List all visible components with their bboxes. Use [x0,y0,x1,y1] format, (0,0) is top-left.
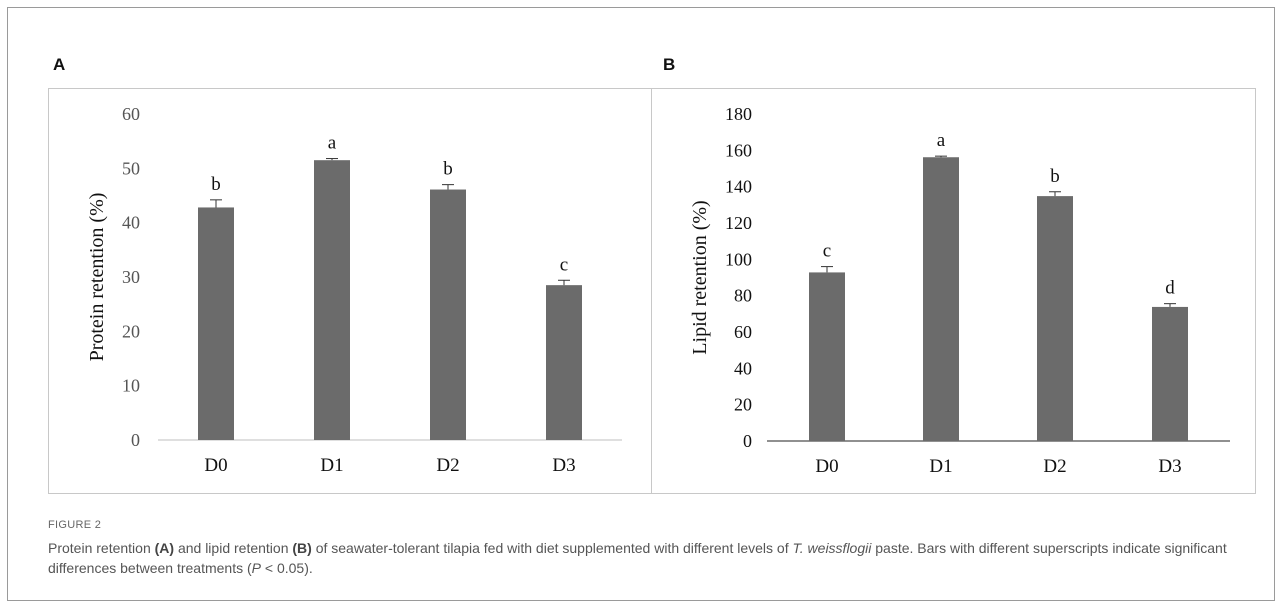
caption-segment: (A) [154,540,175,556]
protein-y-tick-label: 10 [122,376,140,396]
lipid-bar-d3 [1152,306,1188,441]
protein-y-tick-label: 20 [122,321,140,341]
lipid-y-tick-label: 40 [734,358,752,378]
lipid-category-label-d2: D2 [1043,456,1066,477]
protein-superscript-d1: a [328,133,337,154]
lipid-y-tick-label: 160 [725,140,752,160]
figure-label: FIGURE 2 [48,519,102,531]
protein-y-tick-label: 30 [122,267,140,287]
lipid-y-tick-label: 0 [743,431,752,451]
protein-bar-d2 [430,189,466,440]
lipid-y-tick-label: 100 [725,249,752,269]
protein-superscript-d2: b [443,159,453,180]
lipid-bar-d1 [923,157,959,441]
protein-y-tick-label: 40 [122,213,140,233]
panel-a-letter: A [53,55,66,74]
figure-caption: Protein retention (A) and lipid retentio… [48,538,1248,578]
lipid-category-label-d3: D3 [1158,456,1181,477]
lipid-category-label-d0: D0 [815,456,838,477]
lipid-y-tick-label: 60 [734,322,752,342]
caption-segment: (B) [292,540,312,556]
caption-segment: paste. Bars with different superscripts … [48,540,1227,576]
caption-segment: < 0.05). [260,560,313,576]
protein-y-tick-label: 0 [131,430,140,450]
lipid-category-label-d1: D1 [929,456,952,477]
protein-bar-d3 [546,285,582,440]
protein-y-axis-label: Protein retention (%) [86,193,108,362]
protein-category-label-d3: D3 [552,455,575,476]
protein-bar-d1 [314,160,350,440]
protein-category-label-d0: D0 [204,455,227,476]
lipid-y-axis-label: Lipid retention (%) [689,200,711,354]
lipid-y-tick-label: 180 [725,104,752,124]
protein-y-tick-label: 50 [122,158,140,178]
caption-segment: and lipid retention [174,540,293,556]
caption-segment: of seawater-tolerant tilapia fed with di… [311,540,793,556]
lipid-bar-d0 [809,272,845,441]
lipid-y-tick-label: 140 [725,177,752,197]
protein-category-label-d1: D1 [320,455,343,476]
lipid-superscript-d0: c [823,241,831,262]
lipid-superscript-d2: b [1050,166,1060,187]
panel-b-letter: B [663,55,676,74]
protein-category-label-d2: D2 [436,455,459,476]
protein-superscript-d3: c [560,254,568,275]
caption-segment: T. weissflogii [792,540,872,556]
lipid-y-tick-label: 120 [725,213,752,233]
lipid-y-tick-label: 80 [734,286,752,306]
caption-segment: P [251,560,261,576]
lipid-bar-d2 [1037,196,1073,441]
lipid-y-tick-label: 20 [734,395,752,415]
protein-bar-d0 [198,207,234,440]
protein-superscript-d0: b [211,174,221,195]
lipid-superscript-d1: a [937,130,946,151]
protein-y-tick-label: 60 [122,104,140,124]
caption-segment: Protein retention [48,540,155,556]
panel-b-border [651,88,1256,494]
lipid-superscript-d3: d [1165,278,1175,299]
